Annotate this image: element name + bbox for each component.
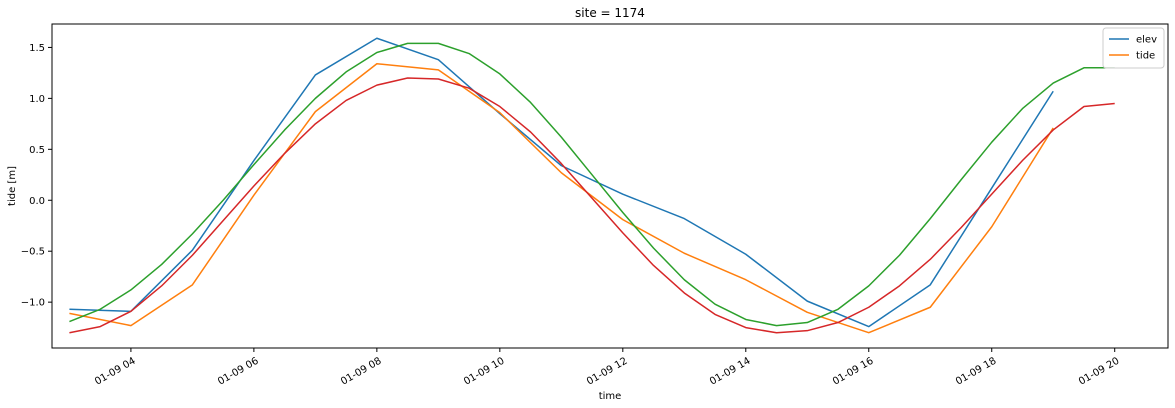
legend-box xyxy=(1102,27,1165,69)
chart-title: site = 1174 xyxy=(575,6,645,20)
legend: elev tide xyxy=(1102,27,1165,69)
plot-frame xyxy=(51,23,1169,349)
x-tick-label: 01-09 16 xyxy=(831,356,875,388)
series-line-elev xyxy=(69,37,1054,328)
x-tick-label: 01-09 06 xyxy=(216,356,260,388)
plot-lines xyxy=(69,37,1115,334)
y-tick-label: −0.5 xyxy=(21,247,45,258)
x-axis-ticks: 01-09 04 01-09 06 01-09 08 01-09 10 01-09 12… xyxy=(93,348,1121,388)
x-tick-label: 01-09 14 xyxy=(708,356,752,388)
y-tick-label: −1.0 xyxy=(21,298,45,309)
y-tick-label: 0.0 xyxy=(29,196,45,207)
x-tick-label: 01-09 10 xyxy=(462,356,506,388)
y-axis-ticks: −1.0 −0.5 0.0 0.5 1.0 1.5 xyxy=(21,43,52,309)
x-tick-label: 01-09 08 xyxy=(339,356,383,388)
x-axis-label: time xyxy=(599,391,622,402)
series-line-line-3 xyxy=(69,42,1115,327)
x-tick-label: 01-09 12 xyxy=(585,356,629,388)
y-tick-label: 1.5 xyxy=(29,43,45,54)
x-tick-label: 01-09 18 xyxy=(954,356,998,388)
series-line-tide xyxy=(69,62,1054,334)
legend-label-elev: elev xyxy=(1136,35,1157,46)
y-tick-label: 0.5 xyxy=(29,145,45,156)
x-tick-label: 01-09 20 xyxy=(1077,356,1121,388)
y-tick-label: 1.0 xyxy=(29,94,45,105)
y-axis-label: tide [m] xyxy=(7,166,18,206)
series-line-line-4 xyxy=(69,77,1115,334)
legend-label-tide: tide xyxy=(1136,51,1155,62)
x-tick-label: 01-09 04 xyxy=(93,356,137,388)
